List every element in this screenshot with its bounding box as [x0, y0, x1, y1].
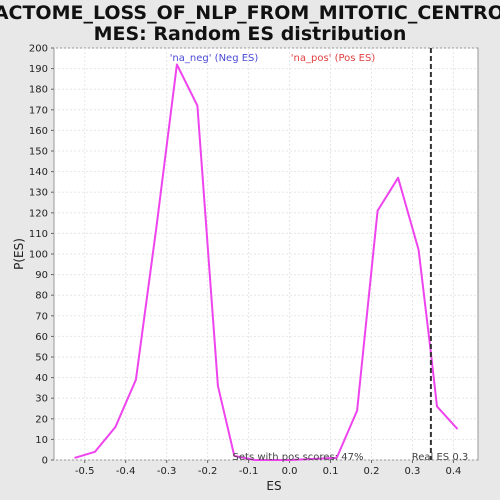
- y-tick-label: 170: [29, 105, 48, 116]
- y-tick-label: 0: [42, 456, 48, 467]
- x-tick-label: 0.2: [364, 466, 380, 477]
- x-axis-label: ES: [266, 479, 281, 493]
- x-tick-label: -0.4: [116, 466, 136, 477]
- x-tick-label: -0.1: [239, 466, 259, 477]
- y-tick-label: 30: [35, 394, 48, 405]
- pos-scores-annotation: Sets with pos scores: 47%: [233, 452, 364, 463]
- chart-title-line-1: REACTOME_LOSS_OF_NLP_FROM_MITOTIC_CENTRO…: [0, 2, 500, 24]
- x-tick-label: 0.3: [405, 466, 421, 477]
- y-tick-label: 70: [35, 311, 48, 322]
- x-tick-label: -0.3: [157, 466, 177, 477]
- x-tick-label: 0.4: [445, 466, 461, 477]
- grid-lines: [54, 47, 478, 461]
- x-axis-ticks: -0.5 -0.4 -0.3 -0.2 -0.1 0.0 0.1 0.2 0.3 0.4: [75, 460, 461, 477]
- y-tick-label: 180: [29, 85, 48, 96]
- y-axis-label: P(ES): [12, 238, 26, 270]
- y-tick-label: 20: [35, 414, 48, 425]
- y-tick-label: 130: [29, 188, 48, 199]
- y-axis-ticks: 0 10 20 30 40 50 60 70 80 90 100 110 120 130 140 150 160…: [29, 44, 54, 467]
- y-tick-label: 120: [29, 208, 48, 219]
- y-tick-label: 60: [35, 332, 48, 343]
- series-layer: [74, 63, 459, 461]
- y-tick-label: 10: [35, 435, 48, 446]
- y-tick-label: 100: [29, 250, 48, 261]
- y-tick-label: 90: [35, 270, 48, 281]
- y-tick-label: 190: [29, 64, 48, 75]
- es-distribution-line: [74, 63, 459, 461]
- y-tick-label: 40: [35, 373, 48, 384]
- y-tick-label: 200: [29, 44, 48, 55]
- y-tick-label: 140: [29, 167, 48, 178]
- x-tick-label: -0.2: [198, 466, 218, 477]
- legend-pos-label: 'na_pos' (Pos ES): [291, 53, 376, 64]
- chart-title-line-2: MES: Random ES distribution: [94, 23, 407, 45]
- y-tick-label: 160: [29, 126, 48, 137]
- x-tick-label: 0.0: [282, 466, 298, 477]
- y-tick-label: 150: [29, 147, 48, 158]
- legend-neg-label: 'na_neg' (Neg ES): [170, 53, 259, 64]
- y-tick-label: 80: [35, 291, 48, 302]
- y-tick-label: 50: [35, 353, 48, 364]
- y-tick-label: 110: [29, 229, 48, 240]
- x-tick-label: 0.1: [323, 466, 339, 477]
- real-es-label: Real ES 0.3: [412, 452, 468, 463]
- x-tick-label: -0.5: [75, 466, 95, 477]
